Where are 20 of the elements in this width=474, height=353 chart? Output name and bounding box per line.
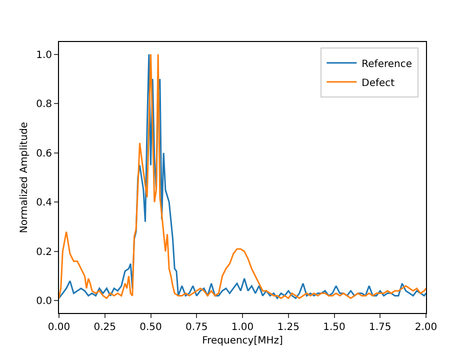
x-tick-label: 1.00: [231, 322, 254, 333]
y-tick-label: 0.2: [36, 246, 52, 258]
legend-label: Reference: [362, 58, 412, 70]
x-tick-label: 0.75: [185, 322, 208, 333]
x-tick-label: 1.50: [323, 322, 346, 333]
x-axis-title: Frequency[MHz]: [202, 336, 284, 346]
y-tick-label: 0.0: [36, 296, 52, 308]
y-axis-title: Normalized Amplitude: [19, 122, 30, 234]
y-tick-label: 0.4: [36, 198, 52, 209]
y-tick-label: 0.8: [36, 99, 52, 110]
y-tick-label: 1.0: [36, 50, 52, 61]
x-tick-label: 2.00: [414, 322, 438, 333]
x-tick-label: 1.75: [368, 322, 392, 333]
y-tick-label: 0.6: [36, 148, 52, 160]
x-tick-label: 0.25: [94, 322, 116, 333]
legend-label: Defect: [362, 78, 395, 89]
x-tick-label: 1.25: [277, 322, 300, 333]
x-tick-label: 0.00: [48, 322, 70, 333]
line-series: [59, 54, 426, 299]
x-tick-label: 0.50: [140, 322, 162, 333]
